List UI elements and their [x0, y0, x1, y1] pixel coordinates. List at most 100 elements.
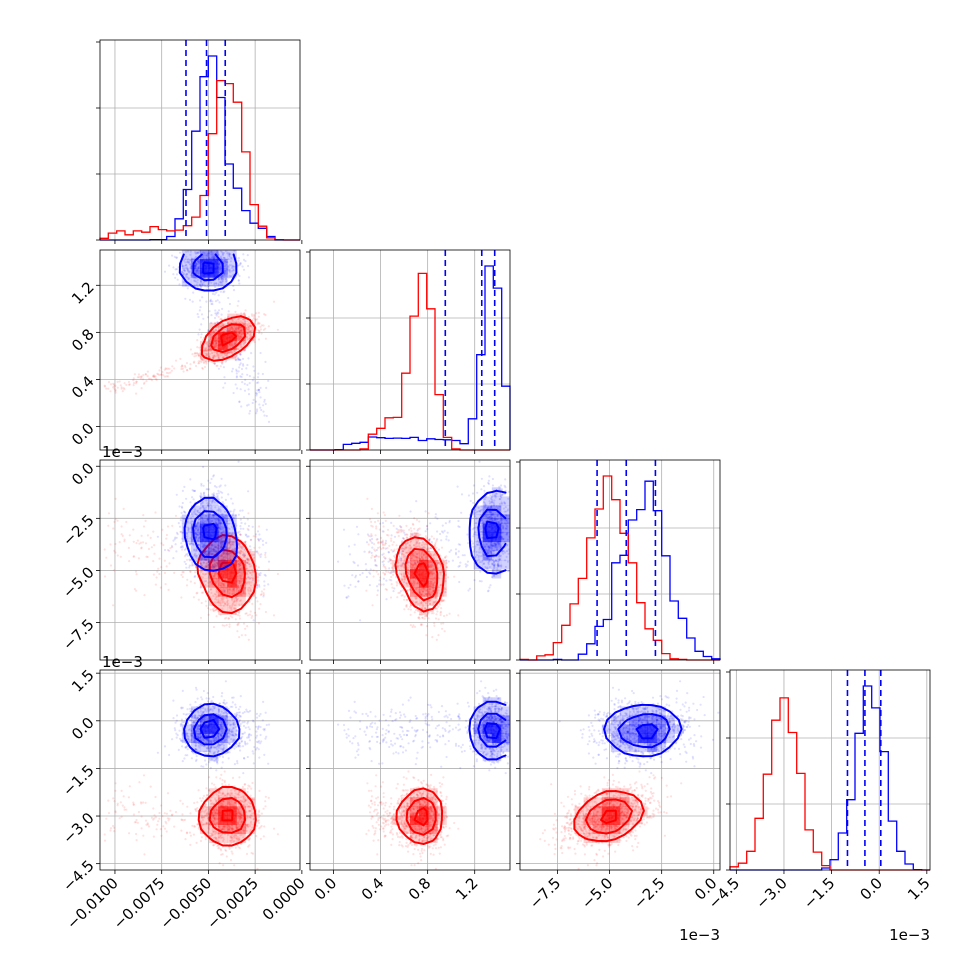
sample-point — [254, 318, 257, 321]
sample-point — [172, 266, 175, 269]
sample-point — [421, 616, 424, 619]
sample-point — [217, 356, 220, 359]
sample-point — [139, 541, 143, 544]
sample-point — [218, 523, 221, 526]
sample-point — [232, 541, 235, 544]
sample-point — [437, 634, 440, 637]
sample-point — [411, 566, 414, 569]
sample-point — [200, 542, 204, 545]
sample-point — [230, 264, 233, 267]
sample-point — [421, 551, 424, 554]
sample-point — [262, 593, 265, 597]
sample-point — [227, 493, 230, 496]
sample-point — [196, 525, 199, 528]
sample-point — [249, 571, 252, 575]
sample-point — [200, 558, 203, 561]
sample-point — [246, 404, 249, 407]
sample-point — [249, 325, 252, 328]
sample-point — [240, 550, 243, 553]
sample-point — [239, 262, 242, 265]
sample-point — [211, 354, 214, 357]
sample-point — [207, 559, 210, 562]
sample-point — [238, 567, 241, 571]
sample-point — [425, 589, 428, 593]
sample-point — [202, 561, 205, 564]
sample-point — [382, 511, 385, 514]
sample-point — [412, 563, 415, 567]
sample-point — [260, 593, 263, 596]
sample-point — [219, 365, 222, 368]
sample-point — [231, 502, 234, 505]
sample-point — [208, 552, 211, 555]
sample-point — [207, 360, 211, 363]
sample-point — [212, 513, 215, 517]
sample-point — [207, 613, 210, 616]
sample-point — [214, 328, 218, 331]
sample-point — [207, 283, 210, 287]
sample-point — [412, 579, 415, 582]
sample-point — [232, 268, 235, 271]
sample-point — [237, 331, 240, 334]
sample-point — [160, 373, 163, 376]
sample-point — [155, 378, 158, 381]
sample-point — [245, 612, 248, 615]
sample-point — [213, 355, 216, 358]
density-cell — [236, 541, 246, 552]
sample-point — [207, 281, 210, 284]
sample-point — [243, 382, 246, 385]
sample-point — [207, 494, 210, 497]
sample-point — [276, 572, 279, 576]
sample-point — [200, 323, 203, 326]
sample-point — [212, 548, 215, 551]
sample-point — [220, 539, 223, 542]
sample-point — [228, 588, 231, 591]
contour-line — [200, 315, 257, 362]
sample-point — [163, 571, 167, 575]
sample-point — [211, 300, 214, 303]
sample-point — [200, 355, 203, 358]
sample-point — [218, 301, 221, 304]
sample-point — [406, 551, 409, 554]
sample-point — [196, 539, 199, 542]
density-cell — [200, 578, 210, 588]
density-cell — [218, 550, 228, 561]
sample-point — [415, 555, 418, 559]
sample-point — [196, 278, 199, 282]
sample-point — [420, 607, 424, 610]
sample-point — [218, 263, 221, 266]
sample-point — [196, 528, 200, 532]
sample-point — [222, 552, 225, 556]
sample-point — [219, 547, 222, 550]
sample-point — [190, 558, 193, 562]
sample-point — [429, 547, 433, 550]
sample-point — [177, 522, 180, 525]
sample-point — [249, 589, 252, 592]
sample-point — [211, 564, 214, 567]
sample-point — [198, 511, 201, 514]
sample-point — [220, 546, 223, 549]
sample-point — [225, 258, 228, 261]
sample-point — [217, 579, 220, 582]
sample-point — [434, 577, 437, 580]
sample-point — [194, 255, 198, 258]
sample-point — [227, 527, 230, 530]
sample-point — [221, 544, 224, 547]
sample-point — [144, 542, 148, 545]
sample-point — [194, 535, 197, 539]
sample-point — [217, 294, 220, 297]
sample-point — [379, 541, 382, 544]
sample-point — [196, 557, 199, 560]
sample-point — [193, 276, 196, 279]
sample-point — [196, 285, 199, 289]
sample-point — [216, 550, 219, 553]
sample-point — [210, 250, 213, 254]
sample-point — [403, 546, 406, 549]
sample-point — [119, 384, 122, 387]
sample-point — [208, 333, 212, 336]
sample-point — [244, 587, 247, 590]
sample-point — [189, 250, 192, 253]
sample-point — [426, 589, 429, 592]
sample-point — [439, 610, 442, 613]
sample-point — [243, 320, 246, 323]
sample-point — [220, 276, 223, 279]
